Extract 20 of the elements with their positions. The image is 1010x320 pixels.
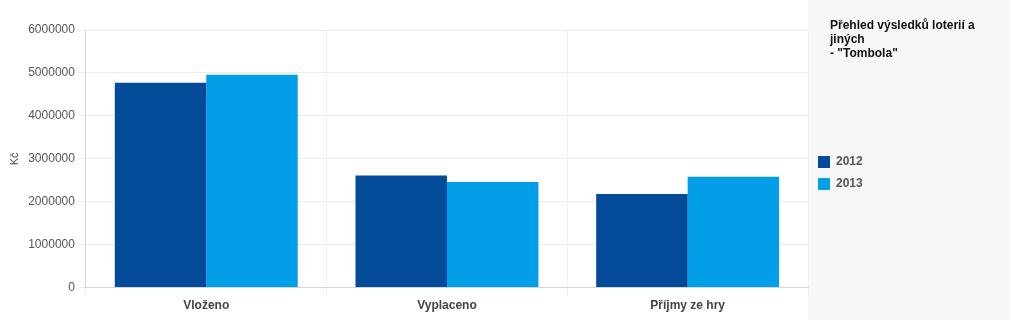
y-tick-label: 5000000 [28,65,76,80]
x-tick-label: Vloženo [183,298,230,313]
legend-label: 2013 [836,176,864,191]
bar [687,176,780,288]
y-tick-label: 1000000 [28,236,76,251]
bar [206,74,298,288]
legend-label: 2012 [836,154,864,169]
text: Přehled výsledků loterií a jiných - "Tombola" [830,18,976,60]
y-tick-label: 4000000 [28,108,76,123]
y-tick-label: 0 [68,279,76,294]
bar [596,194,688,288]
bar [114,82,207,288]
bar [355,175,447,288]
y-tick-label: 2000000 [28,194,76,209]
y-tick-label: 6000000 [28,22,76,37]
bar [446,181,539,288]
x-tick-label: Příjmy ze hry [650,298,726,313]
y-axis-title: Kč [7,151,20,166]
y-tick-label: 3000000 [28,151,76,166]
x-tick-label: Vyplaceno [417,298,477,313]
